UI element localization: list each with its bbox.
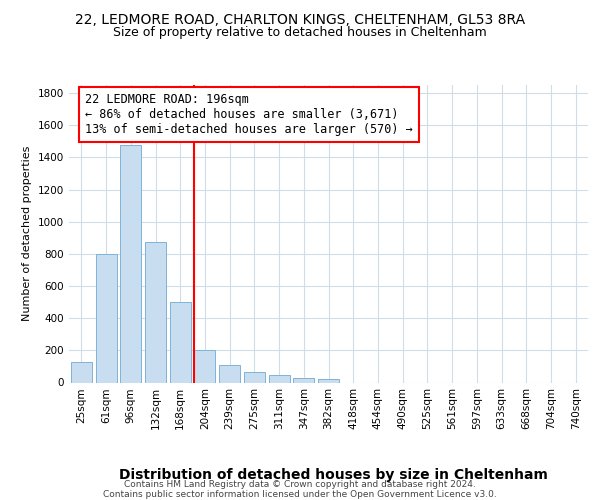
Bar — [145, 242, 166, 382]
Bar — [120, 144, 141, 382]
Text: Distribution of detached houses by size in Cheltenham: Distribution of detached houses by size … — [119, 468, 547, 482]
Bar — [244, 372, 265, 382]
Text: Contains HM Land Registry data © Crown copyright and database right 2024.
Contai: Contains HM Land Registry data © Crown c… — [103, 480, 497, 499]
Bar — [318, 380, 339, 382]
Y-axis label: Number of detached properties: Number of detached properties — [22, 146, 32, 322]
Bar — [194, 350, 215, 382]
Bar — [293, 378, 314, 382]
Text: 22, LEDMORE ROAD, CHARLTON KINGS, CHELTENHAM, GL53 8RA: 22, LEDMORE ROAD, CHARLTON KINGS, CHELTE… — [75, 12, 525, 26]
Bar — [71, 362, 92, 382]
Bar — [95, 254, 116, 382]
Bar — [170, 302, 191, 382]
Text: 22 LEDMORE ROAD: 196sqm
← 86% of detached houses are smaller (3,671)
13% of semi: 22 LEDMORE ROAD: 196sqm ← 86% of detache… — [85, 93, 413, 136]
Bar — [269, 376, 290, 382]
Bar — [219, 365, 240, 382]
Text: Size of property relative to detached houses in Cheltenham: Size of property relative to detached ho… — [113, 26, 487, 39]
